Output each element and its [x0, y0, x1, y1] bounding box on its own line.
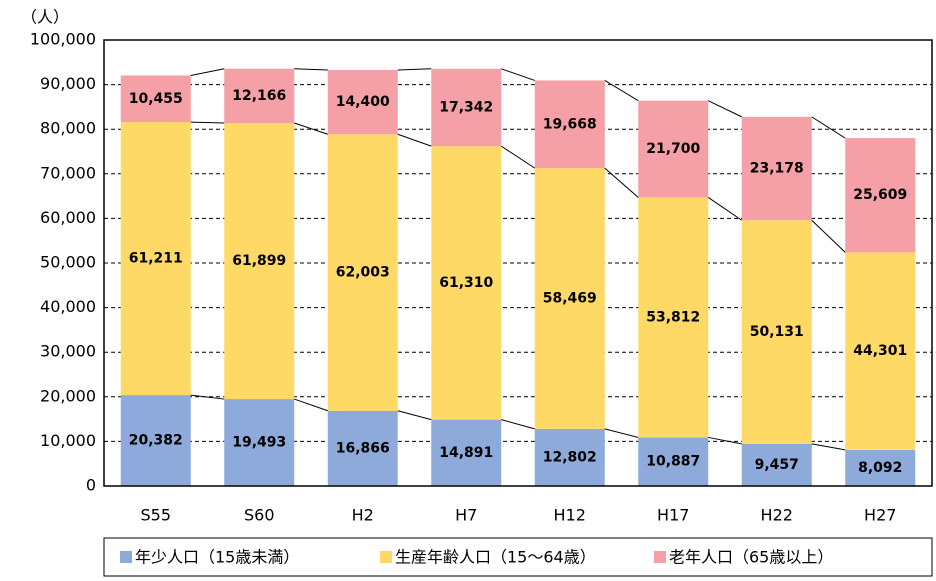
- bar-segment: [431, 68, 502, 147]
- legend-label: 老年人口（65歳以上）: [669, 548, 833, 567]
- data-label: 61,899: [232, 253, 286, 269]
- connector-line: [604, 79, 639, 102]
- legend-label: 年少人口（15歳未満）: [135, 548, 299, 567]
- x-tick-label: S55: [140, 506, 171, 525]
- connector-line: [708, 100, 742, 118]
- data-label: 25,609: [853, 187, 907, 203]
- x-tick-label: H12: [554, 506, 586, 525]
- y-tick-label: 20,000: [40, 386, 96, 405]
- connector-line: [811, 219, 846, 253]
- data-label: 19,493: [232, 435, 286, 451]
- bar-segment: [120, 395, 191, 486]
- data-label: 14,891: [439, 445, 493, 461]
- connector-line: [604, 167, 639, 198]
- legend-swatch: [654, 551, 666, 563]
- legend-swatch: [120, 551, 132, 563]
- data-label: 12,802: [543, 449, 597, 465]
- bar-segment: [120, 122, 191, 396]
- connector-line: [811, 443, 846, 451]
- connector-line: [190, 68, 225, 76]
- bar-segment: [224, 68, 295, 123]
- bar-segment: [845, 138, 916, 253]
- y-tick-label: 60,000: [40, 208, 96, 227]
- y-tick-label: 90,000: [40, 74, 96, 93]
- bar-segment: [638, 100, 709, 198]
- bar-segment: [534, 168, 605, 429]
- x-tick-label: H2: [352, 506, 374, 525]
- connector-line: [294, 398, 328, 412]
- bar-segment: [224, 399, 295, 486]
- connector-line: [294, 122, 328, 135]
- bar-segment: [638, 437, 709, 486]
- bar-segment: [638, 197, 709, 438]
- y-tick-label: 50,000: [40, 253, 96, 272]
- bar-segment: [431, 419, 502, 486]
- bar-segment: [431, 146, 502, 420]
- data-label: 62,003: [336, 265, 390, 281]
- bar-segment: [120, 75, 191, 123]
- bar-segment: [845, 449, 916, 486]
- data-label: 44,301: [853, 343, 907, 359]
- y-axis-label: （人）: [21, 8, 69, 27]
- connector-line: [397, 68, 432, 71]
- y-tick-label: 10,000: [40, 431, 96, 450]
- connector-line: [294, 68, 328, 71]
- bar-segment: [845, 252, 916, 450]
- connector-line: [811, 116, 846, 139]
- connector-line: [397, 133, 432, 147]
- data-label: 61,211: [129, 251, 183, 267]
- bar-segment: [327, 134, 398, 411]
- data-label: 10,455: [129, 91, 183, 107]
- data-label: 58,469: [543, 291, 597, 307]
- x-tick-label: H22: [761, 506, 793, 525]
- data-label: 19,668: [543, 116, 597, 132]
- data-label: 21,700: [646, 141, 700, 157]
- plot-border: [103, 39, 933, 487]
- y-tick-label: 70,000: [40, 163, 96, 182]
- data-label: 20,382: [129, 433, 183, 449]
- connector-line: [397, 410, 432, 421]
- data-label: 10,887: [646, 454, 700, 470]
- data-label: 9,457: [755, 457, 799, 473]
- bar-segment: [327, 70, 398, 135]
- x-tick-label: H27: [864, 506, 896, 525]
- bar-segment: [741, 116, 812, 221]
- data-label: 8,092: [858, 460, 902, 476]
- y-tick-label: 40,000: [40, 297, 96, 316]
- connector-line: [500, 145, 536, 169]
- bar-segment: [741, 443, 812, 486]
- y-tick-label: 80,000: [40, 119, 96, 138]
- x-tick-label: S60: [244, 506, 275, 525]
- bar-segment: [534, 428, 605, 486]
- bar-segment: [224, 122, 295, 400]
- bar-segment: [534, 80, 605, 169]
- legend-label: 生産年齢人口（15～64歳）: [395, 548, 596, 567]
- legend-swatch: [380, 551, 392, 563]
- connector-line: [707, 197, 743, 221]
- data-label: 16,866: [336, 440, 390, 456]
- x-tick-label: H17: [657, 506, 689, 525]
- connector-line: [190, 394, 225, 400]
- data-label: 12,166: [232, 88, 286, 104]
- legend-box: [103, 537, 933, 577]
- data-label: 14,400: [336, 94, 390, 110]
- y-tick-label: 0: [86, 476, 96, 495]
- bar-segment: [327, 410, 398, 486]
- x-tick-label: H7: [455, 506, 477, 525]
- data-label: 23,178: [750, 161, 804, 177]
- y-tick-label: 30,000: [40, 342, 96, 361]
- data-label: 50,131: [750, 324, 804, 340]
- bar-segment: [741, 220, 812, 444]
- connector-line: [708, 436, 742, 445]
- data-label: 17,342: [439, 99, 493, 115]
- connector-line: [501, 68, 535, 81]
- data-label: 61,310: [439, 275, 493, 291]
- connector-line: [190, 121, 225, 124]
- connector-line: [501, 419, 535, 430]
- connector-line: [604, 428, 639, 438]
- y-tick-label: 100,000: [30, 30, 96, 49]
- data-label: 53,812: [646, 309, 700, 325]
